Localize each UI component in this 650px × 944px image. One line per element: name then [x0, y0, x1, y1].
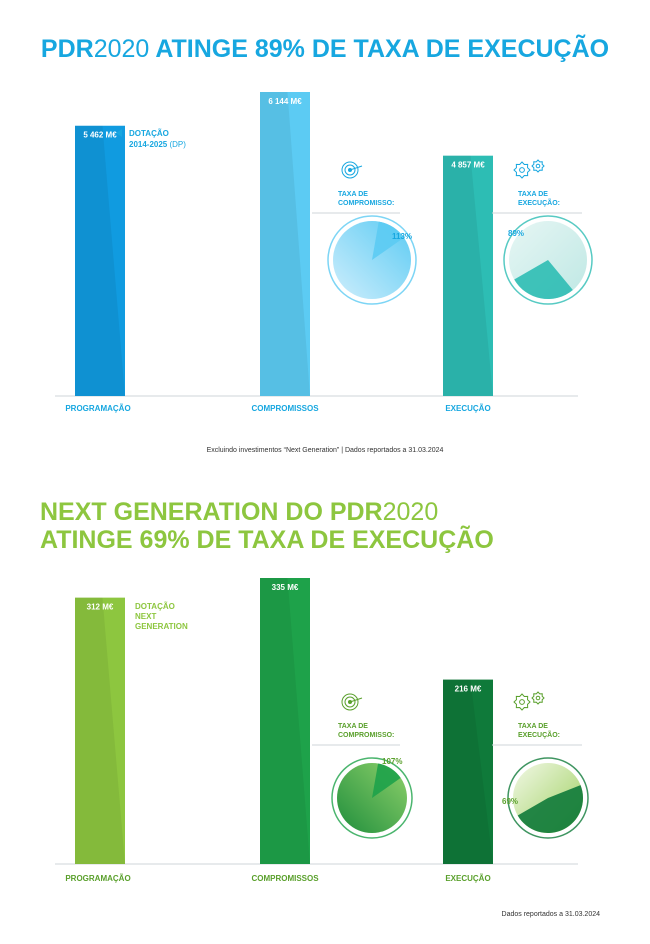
dotacao-next-annotation: DOTAÇÃO NEXT GENERATION	[135, 602, 188, 631]
bar-rect	[443, 679, 493, 864]
rate-label-line1: TAXA DE	[338, 723, 368, 730]
panel2-title-line2: ATINGE 69% DE TAXA DE EXECUÇÃO	[40, 524, 494, 554]
panel-programacao-chart-1: 5 462 M€ PROGRAMAÇÃO 6 144 M€ COMPROMISSOS 4…	[55, 92, 593, 413]
target-icon	[341, 161, 363, 179]
dotacao-next-line2: NEXT	[135, 612, 156, 621]
rate-percent-label: 89%	[508, 229, 524, 238]
gear-small-icon	[531, 691, 545, 705]
dotacao-line1: DOTAÇÃO	[129, 129, 169, 138]
target-mid-ring	[344, 696, 356, 708]
rate-ring	[507, 757, 589, 839]
rate-label-line2: COMPROMISSO:	[338, 200, 394, 207]
gear-outline	[531, 159, 545, 173]
bar-shading	[260, 92, 310, 396]
category-label: EXECUÇÃO	[445, 404, 490, 413]
bar-shading	[75, 125, 125, 397]
panel1-title: PDR2020 ATINGE 89% DE TAXA DE EXECUÇÃO	[41, 33, 609, 63]
gear-hub	[519, 167, 525, 173]
rate-percent-label: 107%	[382, 757, 402, 766]
target-outer-ring	[341, 161, 359, 179]
rate-pie-wedge	[514, 260, 573, 299]
category-label: EXECUÇÃO	[445, 874, 490, 883]
rate-ring	[503, 215, 593, 305]
gear-hub	[535, 163, 541, 169]
rate-label-line2: EXECUÇÃO:	[518, 730, 560, 739]
bar-shading	[260, 578, 310, 864]
rate-percent-label: 113%	[392, 232, 412, 241]
dotacao-next-line1: DOTAÇÃO	[135, 602, 175, 611]
target-arrow	[349, 697, 363, 703]
bar-execução: 216 M€	[443, 679, 493, 864]
panel2-title-line1: NEXT GENERATION DO PDR2020	[40, 498, 438, 526]
panel-next-generation-chart: 312 M€ PROGRAMAÇÃO 335 M€ COMPROMISSOS 216 M…	[55, 578, 589, 883]
rate-pie-wedge	[372, 763, 401, 798]
rate-pie-wedge	[517, 785, 584, 834]
rate-ring	[331, 757, 413, 839]
target-icon	[341, 693, 363, 711]
bar-shading	[443, 679, 493, 864]
bar-compromissos: 6 144 M€	[260, 92, 310, 396]
bar-programação: 5 462 M€	[75, 125, 125, 397]
rate-label-line2: COMPROMISSO:	[338, 732, 394, 739]
bar-rect	[260, 92, 310, 396]
target-outer-ring	[341, 693, 359, 711]
gear-outline	[531, 691, 545, 705]
rate-label-line1: TAXA DE	[518, 723, 548, 730]
rate-label-line1: TAXA DE	[338, 191, 368, 198]
gear-hub	[535, 695, 541, 701]
bar-rect	[260, 578, 310, 864]
bar-shading	[75, 597, 125, 864]
rate-compromisso: TAXA DE COMPROMISSO: 113%	[312, 161, 417, 305]
rate-compromisso: TAXA DE COMPROMISSO: 107%	[312, 693, 413, 839]
category-label: PROGRAMAÇÃO	[65, 874, 130, 883]
arrow-left-icon	[116, 129, 122, 137]
rate-ring	[327, 215, 417, 305]
bar-value-label: 4 857 M€	[451, 161, 485, 170]
bar-programação: 312 M€	[75, 597, 125, 864]
dotacao-annotation: DOTAÇÃO 2014-2025 (DP)	[116, 129, 186, 149]
dotacao-next-line3: GENERATION	[135, 622, 188, 631]
gear-icon	[513, 161, 531, 179]
bar-value-label: 216 M€	[455, 685, 482, 694]
bar-value-label: 335 M€	[272, 583, 299, 592]
gear-outline	[513, 693, 531, 711]
bar-execução: 4 857 M€	[443, 155, 493, 396]
gear-small-icon	[531, 159, 545, 173]
dotacao-line2: 2014-2025 (DP)	[129, 140, 186, 149]
note-panel2: Dados reportados a 31.03.2024	[502, 911, 601, 918]
bar-rect	[443, 155, 493, 396]
category-label: COMPROMISSOS	[251, 404, 319, 413]
rate-percent-label: 69%	[502, 797, 518, 806]
bar-value-label: 312 M€	[87, 603, 114, 612]
rate-label-line1: TAXA DE	[518, 191, 548, 198]
bar-compromissos: 335 M€	[260, 578, 310, 864]
gear-outline	[513, 161, 531, 179]
category-label: PROGRAMAÇÃO	[65, 404, 130, 413]
target-mid-ring	[344, 164, 356, 176]
bar-rect	[75, 597, 125, 864]
rate-pie-wedge	[372, 221, 404, 260]
gear-icon	[513, 693, 531, 711]
target-arrow	[349, 165, 363, 171]
bar-shading	[443, 155, 493, 396]
bar-value-label: 6 144 M€	[268, 97, 302, 106]
category-label: COMPROMISSOS	[251, 874, 319, 883]
rate-label-line2: EXECUÇÃO:	[518, 198, 560, 207]
note-panel1: Excluindo investimentos “Next Generation…	[207, 447, 444, 454]
bar-rect	[75, 125, 125, 397]
bar-value-label: 5 462 M€	[83, 131, 117, 140]
gear-hub	[519, 699, 525, 705]
